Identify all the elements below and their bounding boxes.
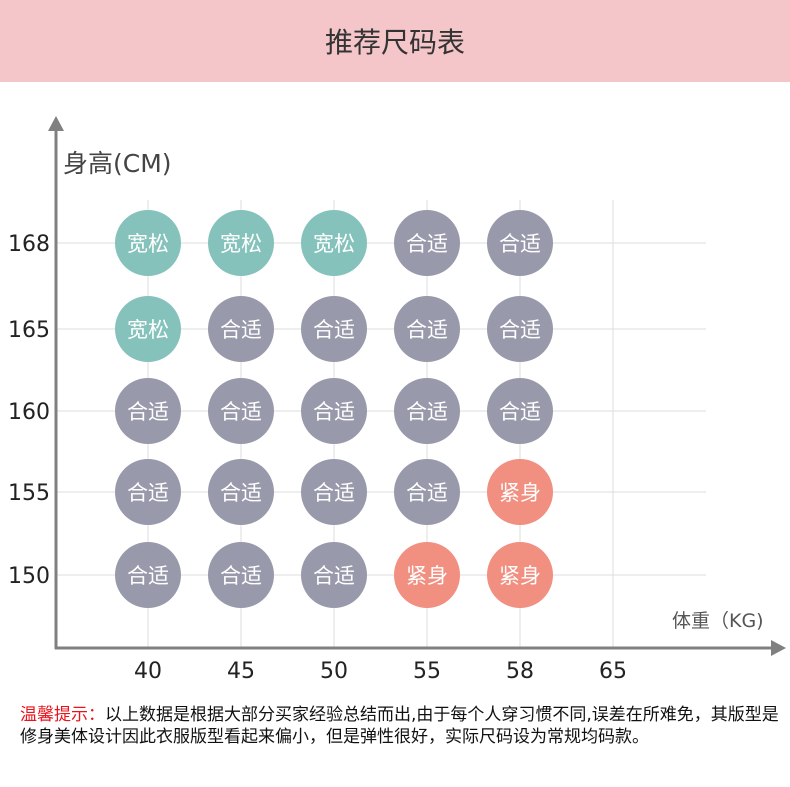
page-title: 推荐尺码表	[324, 26, 465, 59]
size-point-label: 合适	[406, 400, 448, 424]
size-point-label: 紧身	[499, 564, 541, 588]
size-point-label: 合适	[127, 564, 169, 588]
size-point-label: 合适	[313, 318, 355, 342]
size-point-label: 紧身	[499, 481, 541, 505]
y-tick-label: 150	[8, 564, 50, 589]
size-point-label: 宽松	[220, 232, 262, 256]
size-point	[487, 296, 553, 362]
x-tick-label: 58	[506, 659, 534, 684]
x-tick-label: 65	[599, 659, 627, 684]
x-tick-label: 55	[413, 659, 441, 684]
size-point	[394, 296, 460, 362]
size-point	[115, 210, 181, 276]
size-point-label: 合适	[406, 318, 448, 342]
size-point-label: 宽松	[127, 232, 169, 256]
size-point	[394, 542, 460, 608]
x-axis-label: 体重（KG)	[672, 610, 764, 632]
y-tick-label: 160	[8, 400, 50, 425]
size-point	[115, 378, 181, 444]
x-axis-arrow-icon	[771, 640, 786, 656]
size-point-label: 合适	[313, 481, 355, 505]
size-point-label: 合适	[127, 400, 169, 424]
size-point	[208, 459, 274, 525]
size-point-label: 合适	[313, 400, 355, 424]
size-point	[208, 542, 274, 608]
size-point	[115, 296, 181, 362]
size-point-label: 宽松	[127, 318, 169, 342]
size-point	[301, 210, 367, 276]
x-tick-label: 40	[134, 659, 162, 684]
size-point	[115, 459, 181, 525]
size-point	[301, 542, 367, 608]
size-point	[301, 296, 367, 362]
note-text: 以上数据是根据大部分买家经验总结而出,由于每个人穿习惯不同,误差在所难免，其版型…	[20, 705, 779, 747]
size-point	[394, 378, 460, 444]
y-axis-arrow-icon	[48, 116, 64, 131]
x-tick-label: 45	[227, 659, 255, 684]
note-label: 温馨提示：	[20, 705, 105, 725]
y-tick-label: 168	[8, 232, 50, 257]
size-point	[208, 210, 274, 276]
size-point	[394, 459, 460, 525]
size-point-label: 合适	[499, 400, 541, 424]
note: 温馨提示：以上数据是根据大部分买家经验总结而出,由于每个人穿习惯不同,误差在所难…	[20, 704, 780, 748]
size-point-label: 紧身	[406, 564, 448, 588]
size-point-label: 合适	[220, 564, 262, 588]
size-point-label: 合适	[406, 481, 448, 505]
size-point	[208, 378, 274, 444]
size-point-label: 合适	[499, 232, 541, 256]
size-point-label: 合适	[220, 400, 262, 424]
size-point	[487, 378, 553, 444]
y-tick-label: 155	[8, 481, 50, 506]
x-tick-label: 50	[320, 659, 348, 684]
size-point	[115, 542, 181, 608]
size-point-label: 合适	[220, 481, 262, 505]
header: 推荐尺码表	[0, 0, 790, 82]
size-point	[301, 378, 367, 444]
size-point-label: 合适	[499, 318, 541, 342]
size-point-label: 合适	[406, 232, 448, 256]
size-point-label: 合适	[127, 481, 169, 505]
size-point	[208, 296, 274, 362]
size-point	[487, 459, 553, 525]
size-point-label: 合适	[313, 564, 355, 588]
size-point	[487, 210, 553, 276]
size-point	[487, 542, 553, 608]
size-point	[301, 459, 367, 525]
size-point-label: 合适	[220, 318, 262, 342]
size-point	[394, 210, 460, 276]
y-tick-label: 165	[8, 318, 50, 343]
y-axis-label: 身高(CM)	[63, 149, 172, 178]
size-point-label: 宽松	[313, 232, 355, 256]
size-chart: 40 45 50 55 58 65 168 165 160 155 150 身高(CM) 体重（KG) 宽…	[8, 116, 786, 684]
